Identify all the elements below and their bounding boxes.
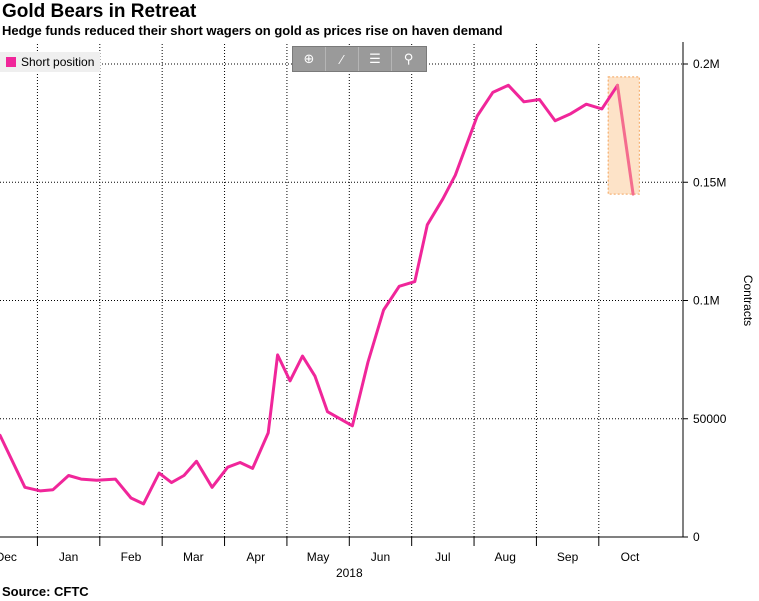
x-tick-label: Aug <box>495 550 516 564</box>
x-tick-label: Jul <box>435 550 450 564</box>
draw-button[interactable]: ⁄ <box>326 47 359 71</box>
pencil-icon: ⁄ <box>340 51 344 67</box>
layout-button[interactable]: ☰ <box>359 47 392 71</box>
x-tick-label: Jan <box>59 550 78 564</box>
legend-swatch <box>6 57 16 67</box>
y-tick-label: 0 <box>693 530 700 544</box>
x-tick-label: Oct <box>621 550 640 564</box>
chart-title: Gold Bears in Retreat <box>2 1 197 22</box>
x-tick-label: Sep <box>557 550 579 564</box>
layout-icon: ☰ <box>369 51 381 66</box>
crosshair-button[interactable]: ⊕ <box>293 47 326 71</box>
series-line-short-position <box>0 83 619 506</box>
legend[interactable]: Short position <box>0 52 101 72</box>
highlight-segment <box>616 83 635 196</box>
chart-toolbar: ⊕ ⁄ ☰ ⚲ <box>292 46 427 72</box>
x-tick-label: Dec <box>0 550 17 564</box>
source-note: Source: CFTC <box>2 584 89 599</box>
x-year-label: 2018 <box>336 566 363 580</box>
x-tick-label: Jun <box>371 550 390 564</box>
x-tick-label: Mar <box>183 550 204 564</box>
y-tick-label: 0.2M <box>693 57 720 71</box>
x-tick-label: May <box>307 550 330 564</box>
chart-subtitle: Hedge funds reduced their short wagers o… <box>2 23 503 38</box>
x-tick-label: Apr <box>246 550 265 564</box>
crosshair-icon: ⊕ <box>303 51 315 66</box>
zoom-button[interactable]: ⚲ <box>392 47 425 71</box>
legend-label: Short position <box>21 55 95 69</box>
x-tick-label: Feb <box>121 550 142 564</box>
y-tick-label: 50000 <box>693 412 727 426</box>
magnifier-icon: ⚲ <box>403 51 414 66</box>
y-axis-title: Contracts <box>741 275 755 326</box>
y-tick-label: 0.15M <box>693 175 726 189</box>
y-tick-label: 0.1M <box>693 294 720 308</box>
